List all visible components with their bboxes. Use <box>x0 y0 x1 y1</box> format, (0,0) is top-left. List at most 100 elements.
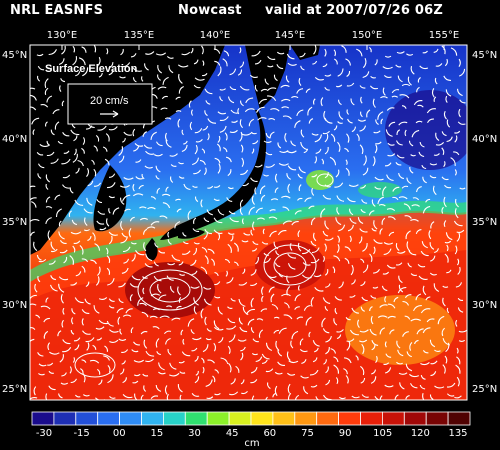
velocity-vector <box>333 356 339 363</box>
velocity-vector <box>167 239 172 245</box>
colorbar-tick-label: -30 <box>36 428 52 439</box>
velocity-vector <box>97 125 107 131</box>
velocity-vector <box>371 340 379 346</box>
velocity-vector <box>48 370 54 374</box>
velocity-vector <box>155 141 163 147</box>
velocity-vector <box>268 216 278 220</box>
velocity-vector <box>411 204 420 207</box>
velocity-vector <box>450 47 458 56</box>
velocity-vector <box>412 197 420 201</box>
velocity-vector <box>435 142 445 146</box>
velocity-vector <box>36 75 41 82</box>
velocity-vector <box>270 198 279 201</box>
velocity-vector <box>143 339 148 349</box>
velocity-vector <box>108 126 118 131</box>
velocity-vector <box>106 47 109 55</box>
velocity-vector <box>145 51 155 55</box>
velocity-vector <box>360 306 365 312</box>
velocity-vector <box>334 182 344 188</box>
velocity-vector <box>36 254 42 261</box>
velocity-vector <box>166 56 174 59</box>
velocity-vector <box>145 150 155 155</box>
velocity-vector <box>360 184 367 189</box>
velocity-vector <box>133 341 140 346</box>
velocity-vector <box>39 143 50 148</box>
velocity-vector <box>457 121 466 125</box>
velocity-vector <box>386 264 396 269</box>
velocity-vector <box>361 199 368 204</box>
velocity-vector <box>405 395 410 400</box>
velocity-vector <box>130 327 134 334</box>
velocity-vector <box>229 391 239 396</box>
velocity-vector <box>349 329 359 336</box>
velocity-vector <box>346 133 350 143</box>
velocity-vector <box>50 275 56 281</box>
velocity-vector <box>45 174 51 183</box>
velocity-vector <box>72 357 76 363</box>
lon-tick-label: 140°E <box>200 30 230 41</box>
velocity-vector <box>435 132 440 142</box>
velocity-vector <box>358 236 363 244</box>
velocity-vector <box>254 59 262 65</box>
velocity-vector <box>409 166 414 174</box>
velocity-vector <box>245 97 254 104</box>
velocity-vector <box>381 285 388 292</box>
velocity-vector <box>71 219 78 226</box>
velocity-vector <box>72 153 78 163</box>
velocity-vector <box>410 154 416 157</box>
velocity-vector <box>106 320 114 327</box>
velocity-vector <box>346 109 349 115</box>
velocity-vector <box>267 55 276 60</box>
velocity-vector <box>336 84 343 88</box>
velocity-vector <box>144 263 153 268</box>
velocity-vector <box>219 88 226 91</box>
velocity-vector <box>62 307 65 315</box>
velocity-vector <box>86 168 90 177</box>
velocity-vector <box>303 304 311 311</box>
velocity-vector <box>69 366 72 374</box>
velocity-vector <box>454 130 461 134</box>
velocity-vector <box>398 372 408 375</box>
velocity-vector <box>90 259 97 265</box>
velocity-vector <box>50 241 56 251</box>
velocity-vector <box>260 308 268 313</box>
velocity-vector <box>254 84 258 92</box>
colorbar-swatch <box>272 411 296 426</box>
velocity-vector <box>415 120 423 124</box>
lon-tick-label: 145°E <box>275 30 305 41</box>
velocity-vector <box>344 147 349 153</box>
velocity-vector <box>227 169 232 177</box>
colorbar-tick-label: 120 <box>411 428 430 439</box>
velocity-vector <box>58 231 65 240</box>
velocity-vector <box>59 85 62 92</box>
velocity-vector <box>336 207 340 215</box>
velocity-vector <box>204 88 213 95</box>
velocity-vector <box>429 272 437 276</box>
velocity-vector <box>257 117 267 121</box>
velocity-vector <box>305 88 311 93</box>
velocity-vector <box>345 375 349 384</box>
velocity-vector <box>45 196 51 203</box>
velocity-vector <box>241 157 244 167</box>
velocity-vector <box>155 165 161 173</box>
valid-time: valid at 2007/07/26 06Z <box>265 3 444 18</box>
velocity-vector <box>406 351 412 358</box>
colorbar-swatch <box>381 411 405 426</box>
velocity-vector <box>143 242 147 252</box>
velocity-vector <box>349 208 354 216</box>
velocity-vector <box>159 315 170 319</box>
velocity-vector <box>303 386 309 395</box>
velocity-vector <box>385 353 392 358</box>
velocity-vector <box>161 193 171 197</box>
velocity-vector <box>177 118 181 128</box>
velocity-vector <box>107 278 115 286</box>
velocity-vector <box>239 199 244 208</box>
velocity-vector <box>238 282 248 286</box>
velocity-vector <box>240 169 249 175</box>
velocity-vector <box>301 359 307 364</box>
velocity-vector <box>359 339 368 343</box>
velocity-vector <box>391 95 399 98</box>
velocity-vector <box>370 75 376 79</box>
velocity-vector <box>399 94 410 99</box>
velocity-vector <box>265 163 276 168</box>
